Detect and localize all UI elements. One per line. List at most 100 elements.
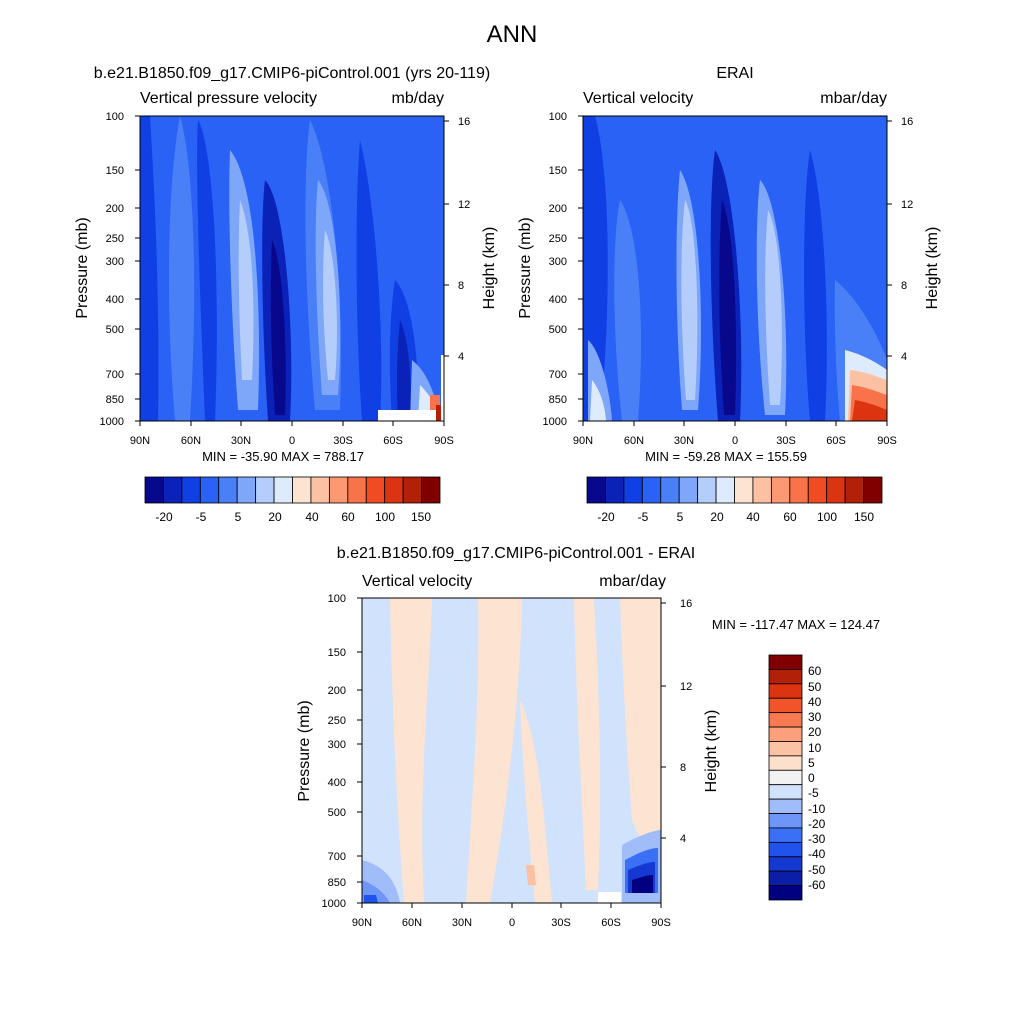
panel3-ytick: 400 <box>328 777 346 789</box>
panel1-colorbar-swatch <box>144 476 164 504</box>
panel3-colorbar-swatch <box>768 669 803 685</box>
panel1-ytick: 150 <box>106 165 124 177</box>
panel1-colorbar-swatch <box>273 476 293 504</box>
panel1-x-axis: 90N 60N 30N 0 30S 60S 90S <box>130 421 454 447</box>
panel1-colorbar-swatch <box>365 476 386 504</box>
panel3-y-axis-right: 16 12 8 4 Height (km) <box>661 598 720 845</box>
panel2-ytick: 400 <box>549 294 567 306</box>
panel2-xtick: 90N <box>573 435 593 447</box>
panel3-xtick: 0 <box>509 917 515 929</box>
panel1-colorbar-swatch <box>292 476 312 504</box>
panel3-ytick: 300 <box>328 739 346 751</box>
panel2-ytick: 200 <box>549 203 567 215</box>
panel3-colorbar-swatch <box>768 784 803 800</box>
panel2-cbar-label: -5 <box>638 510 649 524</box>
panel1-y-axis-right: 16 12 8 4 Height (km) <box>444 116 498 363</box>
panel1-ytick: 200 <box>106 203 124 215</box>
panel3-colorbar-swatch <box>768 798 803 814</box>
panel3-xtick: 30S <box>551 917 571 929</box>
panel3-xtick: 60S <box>601 917 621 929</box>
panel1-colorbar-swatch <box>402 476 422 504</box>
panel2-xtick: 90S <box>877 435 897 447</box>
panel2-right-label: mbar/day <box>820 90 887 107</box>
panel1-xtick: 30N <box>231 435 251 447</box>
panel2-colorbar-swatch <box>660 476 680 504</box>
panel1-plot <box>139 115 445 422</box>
panel3-right-label: mbar/day <box>599 573 666 590</box>
panel2-cbar-label: 20 <box>710 510 724 524</box>
panel1-ytick: 300 <box>106 256 124 268</box>
panel3-colorbar-swatch <box>768 755 803 771</box>
panel2-colorbar-swatch <box>807 476 828 504</box>
panel1-colorbar-labels: -20 -5 5 20 40 60 100 150 <box>155 510 431 524</box>
panel3-colorbar-swatch <box>768 769 803 786</box>
panel2-colorbar-swatch <box>770 476 791 504</box>
panel2-title: ERAI <box>716 65 753 82</box>
panel1-ytick: 250 <box>106 233 124 245</box>
panel3-colorbar-swatch <box>768 697 803 714</box>
panel3-cbar-label: 0 <box>808 771 815 785</box>
panel3-cbar-label: 20 <box>808 725 822 739</box>
panel3-ytick-right: 16 <box>680 598 692 610</box>
panel2-ylabel-right: Height (km) <box>924 227 941 310</box>
panel2-colorbar-swatch <box>715 476 735 504</box>
panel3-colorbar-swatch <box>768 741 803 757</box>
panel2-plot <box>582 115 888 422</box>
panel1-cbar-label: -20 <box>155 510 173 524</box>
panel1-cbar-label: 5 <box>235 510 242 524</box>
panel1-colorbar-swatch <box>255 476 275 504</box>
panel1-right-label: mb/day <box>392 90 444 107</box>
panel1-xtick: 90N <box>130 435 150 447</box>
panel1-cbar-label: 60 <box>341 510 355 524</box>
panel1-colorbar-swatch <box>199 476 220 504</box>
panel3-ytick: 500 <box>328 807 346 819</box>
panel2-xtick: 30N <box>674 435 694 447</box>
panel2-xtick: 60S <box>826 435 846 447</box>
panel1-ytick-right: 16 <box>458 116 470 128</box>
panel3-ylabel: Pressure (mb) <box>296 700 313 801</box>
panel1-ytick: 700 <box>106 369 124 381</box>
panel3-xtick: 90S <box>651 917 671 929</box>
panel2-ytick: 100 <box>549 111 567 123</box>
panel3-colorbar-swatch <box>768 813 803 829</box>
panel1-ytick: 400 <box>106 294 124 306</box>
panel3-ylabel-right: Height (km) <box>703 710 720 793</box>
panel3-cbar-label: -20 <box>808 817 826 831</box>
panel1-min-max: MIN = -35.90 MAX = 788.17 <box>202 449 364 464</box>
panel2-cbar-label: 5 <box>677 510 684 524</box>
panel2-left-label: Vertical velocity <box>583 90 693 107</box>
panel2-colorbar-swatch <box>586 476 606 504</box>
panel2-ytick: 1000 <box>543 416 567 428</box>
panel2-ytick-right: 12 <box>901 199 913 211</box>
panel1-colorbar-swatch <box>163 476 183 504</box>
panel3-colorbar-labels: 60 50 40 30 20 10 5 0 -5 -10 -20 -30 -40… <box>808 664 826 892</box>
panel1-ytick-right: 8 <box>458 280 464 292</box>
panel1-colorbar-swatch <box>218 476 238 504</box>
panel1-ytick: 100 <box>106 111 124 123</box>
panel3-colorbar-swatch <box>768 870 803 886</box>
panel3-cbar-label: 60 <box>808 664 822 678</box>
panel1-cbar-label: 20 <box>268 510 282 524</box>
panel2-x-axis: 90N 60N 30N 0 30S 60S 90S <box>573 421 897 447</box>
panel2-min-max: MIN = -59.28 MAX = 155.59 <box>645 449 807 464</box>
panel2-colorbar-swatch <box>734 476 754 504</box>
panel2-colorbar-swatch <box>641 476 662 504</box>
panel3-colorbar-swatch <box>768 885 803 901</box>
panel3-xtick: 60N <box>402 917 422 929</box>
panel2-cbar-label: 100 <box>817 510 837 524</box>
panel2-colorbar-swatch <box>623 476 643 504</box>
panel-difference: b.e21.B1850.f09_g17.CMIP6-piControl.001 … <box>296 545 880 929</box>
panel3-cbar-label: 50 <box>808 680 822 694</box>
panel2-colorbar <box>586 476 883 504</box>
panel3-cbar-label: 40 <box>808 695 822 709</box>
panel2-ytick: 500 <box>549 324 567 336</box>
panel1-colorbar-swatch <box>310 476 330 504</box>
panel3-cbar-label: -40 <box>808 847 826 861</box>
panel3-colorbar-swatch <box>768 841 803 858</box>
panel2-xtick: 30S <box>776 435 796 447</box>
panel1-xtick: 60S <box>383 435 403 447</box>
panel1-ytick-right: 12 <box>458 199 470 211</box>
panel1-title: b.e21.B1850.f09_g17.CMIP6-piControl.001 … <box>94 65 490 82</box>
panel2-colorbar-swatch <box>678 476 699 504</box>
panel2-ylabel: Pressure (mb) <box>517 217 534 318</box>
